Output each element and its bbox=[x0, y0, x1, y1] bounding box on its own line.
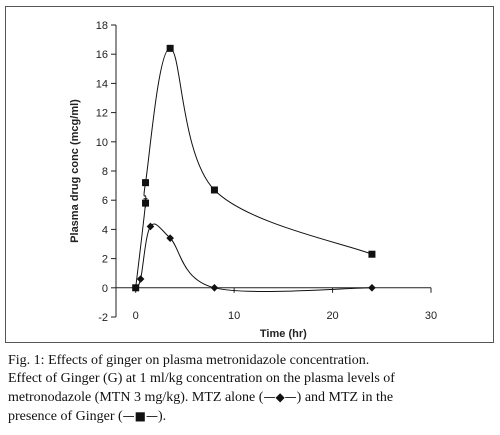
x-tick-label-30: 30 bbox=[425, 310, 437, 322]
y-tick-label-18: 18 bbox=[96, 20, 108, 32]
caption-line-4: presence of Ginger (—■—). bbox=[8, 407, 494, 426]
y-tick-label-12: 12 bbox=[96, 108, 108, 120]
series-1-point-5 bbox=[368, 284, 376, 292]
caption-line-3-text: metronodazole (MTN 3 mg/kg). MTZ alone ( bbox=[8, 390, 264, 405]
series-1-line bbox=[135, 223, 372, 292]
caption-line-1: Fig. 1: Effects of ginger on plasma metr… bbox=[8, 353, 370, 368]
series-0-point-1 bbox=[142, 199, 150, 207]
y-tick-label-14: 14 bbox=[96, 78, 108, 90]
y-tick-label-16: 16 bbox=[96, 49, 108, 61]
y-tick-label-6: 6 bbox=[102, 195, 108, 207]
series-1-point-3 bbox=[166, 234, 174, 242]
axes: -2 0 2 4 6 8 10 12 14 16 18 0 10 20 30 bbox=[96, 20, 437, 324]
mtz-alone-legend-symbol: —◆— bbox=[263, 390, 297, 404]
y-tick-label-0: 0 bbox=[102, 283, 108, 295]
series-1-point-4 bbox=[210, 284, 219, 292]
plot-marks bbox=[131, 44, 376, 292]
y-tick-label-4: 4 bbox=[102, 224, 108, 236]
line-chart: -2 0 2 4 6 8 10 12 14 16 18 0 10 20 30 Time (hr) Plasm… bbox=[69, 20, 437, 340]
caption-line-3: metronodazole (MTN 3 mg/kg). MTZ alone (… bbox=[8, 388, 494, 407]
figure-caption: Fig. 1: Effects of ginger on plasma metr… bbox=[8, 352, 494, 426]
y-axis-label: Plasma drug conc (mcg/ml) bbox=[69, 99, 81, 243]
series-0-point-3 bbox=[166, 44, 174, 52]
caption-line-4-tail: ). bbox=[158, 409, 167, 424]
series-0-point-2 bbox=[142, 179, 150, 187]
series-1-point-2 bbox=[146, 222, 155, 231]
y-tick-label-10: 10 bbox=[96, 137, 108, 149]
x-tick-label-20: 20 bbox=[326, 310, 338, 322]
mtz-ginger-legend-symbol: —■— bbox=[122, 409, 159, 423]
y-tick-label--2: -2 bbox=[98, 312, 108, 324]
x-axis-label: Time (hr) bbox=[260, 328, 307, 340]
series-0-point-4 bbox=[210, 186, 218, 194]
caption-line-3-tail: ) and MTZ in the bbox=[296, 390, 394, 405]
y-tick-label-2: 2 bbox=[102, 254, 108, 266]
series-0-line bbox=[135, 47, 373, 288]
caption-line-2: Effect of Ginger (G) at 1 ml/kg concentr… bbox=[8, 371, 395, 386]
series-1-point-1 bbox=[136, 275, 145, 283]
x-tick-label-10: 10 bbox=[228, 310, 240, 322]
series-1-point-0 bbox=[131, 284, 140, 292]
y-tick-label-8: 8 bbox=[102, 166, 108, 178]
figure-frame: -2 0 2 4 6 8 10 12 14 16 18 0 10 20 30 Time (hr) Plasm… bbox=[5, 6, 494, 343]
caption-line-4-text: presence of Ginger ( bbox=[8, 409, 123, 424]
series-0-point-5 bbox=[368, 250, 376, 258]
x-tick-label-0: 0 bbox=[133, 310, 139, 322]
